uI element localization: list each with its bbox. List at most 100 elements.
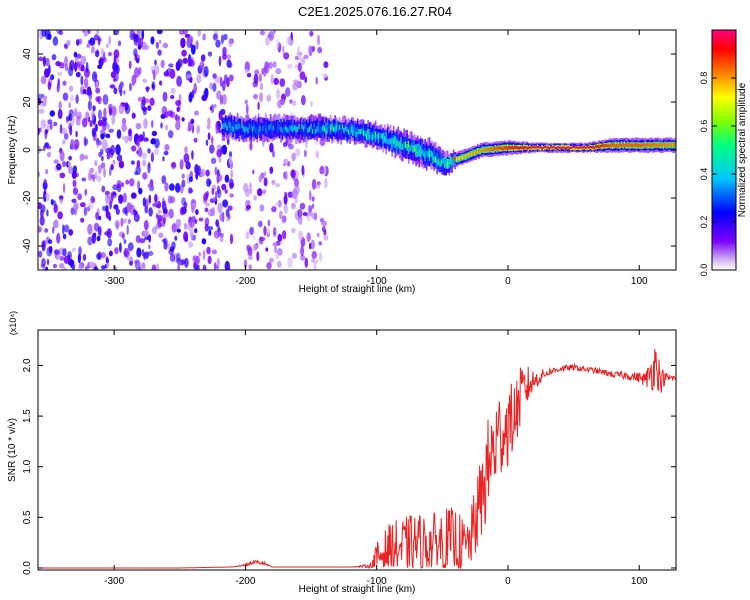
noise-blob [58, 195, 64, 200]
noise-blob [269, 257, 274, 264]
signal-cell [394, 137, 396, 143]
signal-cell [632, 143, 635, 147]
noise-blob [162, 156, 165, 162]
noise-blob [115, 64, 120, 75]
signal-cell [599, 144, 602, 148]
noise-blob [100, 47, 104, 56]
noise-blob [299, 71, 306, 81]
noise-blob [118, 103, 125, 115]
signal-cell [578, 146, 581, 149]
noise-blob [98, 109, 102, 121]
noise-blob [313, 263, 317, 270]
noise-blob [316, 183, 320, 189]
noise-blob [100, 252, 106, 259]
noise-blob [159, 80, 163, 86]
signal-cell [577, 146, 579, 149]
noise-blob [244, 99, 248, 105]
noise-blob [204, 217, 210, 227]
signal-cell [254, 127, 257, 133]
noise-blob [271, 179, 276, 186]
noise-blob [68, 229, 74, 236]
noise-blob [85, 61, 89, 73]
noise-blob [151, 226, 158, 235]
signal-cell [227, 125, 230, 131]
signal-cell [319, 122, 321, 134]
signal-cell [302, 126, 305, 132]
noise-blob [138, 187, 143, 195]
noise-blob [44, 68, 50, 78]
signal-cell [604, 144, 606, 147]
noise-blob [227, 205, 233, 211]
x-tick-label: 100 [631, 276, 648, 287]
signal-cell [653, 143, 656, 147]
signal-cell [382, 132, 384, 139]
signal-cell [539, 146, 542, 149]
noise-blob [142, 159, 147, 167]
noise-blob [155, 41, 159, 49]
noise-blob [162, 216, 166, 225]
noise-blob [292, 188, 298, 200]
signal-cell [389, 131, 392, 144]
signal-cell [374, 131, 377, 143]
signal-cell [403, 141, 405, 148]
noise-blob [45, 145, 52, 150]
noise-blob [75, 130, 78, 138]
noise-blob [47, 239, 53, 245]
signal-cell [658, 143, 660, 147]
signal-cell [512, 146, 515, 150]
noise-blob [86, 43, 91, 48]
signal-cell [367, 129, 369, 141]
noise-blob [175, 100, 182, 106]
signal-cell [383, 136, 386, 142]
noise-blob [72, 187, 79, 196]
noise-blob [84, 68, 90, 78]
y-tick-label: 0.5 [22, 510, 33, 524]
snr-y-axis-label: SNR (10 * v/v) [7, 418, 18, 482]
noise-blob [133, 34, 139, 43]
signal-cell [362, 130, 365, 136]
noise-blob [95, 81, 99, 90]
noise-blob [268, 61, 273, 69]
noise-blob [275, 253, 280, 260]
noise-blob [209, 144, 215, 154]
noise-blob [46, 151, 52, 158]
noise-blob [265, 36, 270, 46]
signal-cell [518, 146, 521, 150]
signal-cell [338, 124, 341, 131]
noise-blob [295, 148, 301, 157]
noise-blob [277, 260, 282, 268]
noise-blob [143, 137, 149, 142]
noise-blob [248, 264, 252, 270]
signal-cell [274, 124, 276, 130]
noise-blob [116, 154, 123, 162]
noise-blob [307, 212, 313, 217]
noise-blob [147, 183, 152, 189]
noise-blob [217, 224, 220, 232]
signal-cell [622, 143, 624, 147]
signal-cell [562, 146, 564, 149]
noise-blob [164, 182, 169, 192]
noise-blob [45, 168, 49, 175]
noise-blob [189, 188, 194, 193]
noise-blob [75, 62, 81, 69]
signal-cell [386, 138, 389, 145]
x-tick-label: 0 [505, 276, 511, 287]
noise-blob [216, 257, 220, 268]
noise-blob [253, 243, 258, 252]
noise-blob [258, 220, 263, 228]
signal-cell [436, 153, 438, 160]
signal-cell [341, 124, 344, 130]
noise-blob [301, 57, 306, 65]
noise-blob [168, 183, 175, 191]
signal-cell [521, 146, 524, 149]
noise-blob [71, 113, 76, 120]
signal-cell [508, 145, 510, 150]
signal-cell [557, 146, 560, 149]
signal-cell [466, 154, 468, 158]
signal-cell [458, 156, 461, 161]
noise-blob [87, 30, 91, 34]
signal-cell [631, 143, 633, 147]
signal-cell [652, 143, 654, 147]
signal-cell [548, 147, 551, 150]
signal-cell [554, 147, 557, 150]
